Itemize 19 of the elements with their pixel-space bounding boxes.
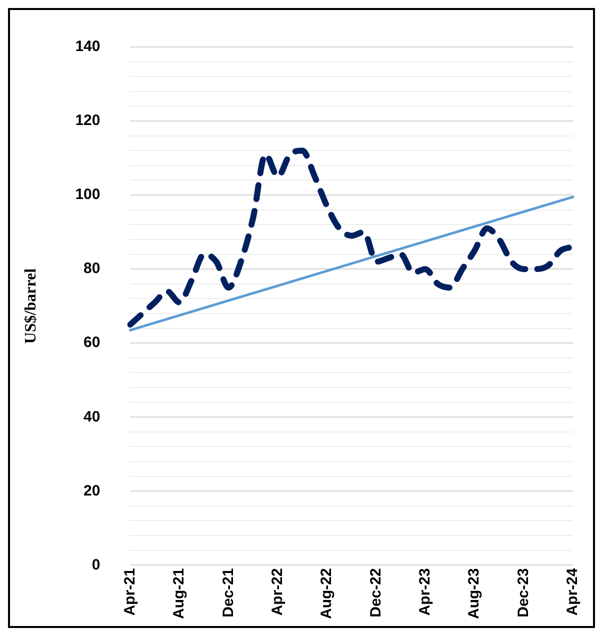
y-tick-label: 140 (75, 38, 100, 56)
x-tick-label: Apr-23 (416, 568, 434, 616)
x-tick-label: Aug-22 (318, 568, 336, 620)
y-tick-label: 100 (75, 186, 100, 204)
y-tick-label: 120 (75, 112, 100, 130)
x-tick-label: Apr-21 (121, 568, 138, 616)
x-tick-label: Dec-22 (367, 568, 384, 618)
y-tick-label: 80 (84, 260, 100, 278)
x-tick-label: Apr-22 (268, 568, 286, 616)
y-tick-label: 60 (84, 334, 100, 352)
x-tick-label: Aug-21 (170, 568, 188, 620)
y-axis-title: US$/barrel (22, 268, 40, 344)
x-tick-label: Dec-23 (514, 568, 532, 618)
x-tick-label: Apr-24 (564, 568, 582, 616)
y-tick-label: 0 (92, 556, 100, 574)
y-tick-label: 20 (84, 482, 100, 500)
x-tick-label: Aug-23 (466, 568, 483, 620)
x-tick-label: Dec-21 (220, 568, 237, 618)
y-tick-label: 40 (84, 408, 100, 426)
